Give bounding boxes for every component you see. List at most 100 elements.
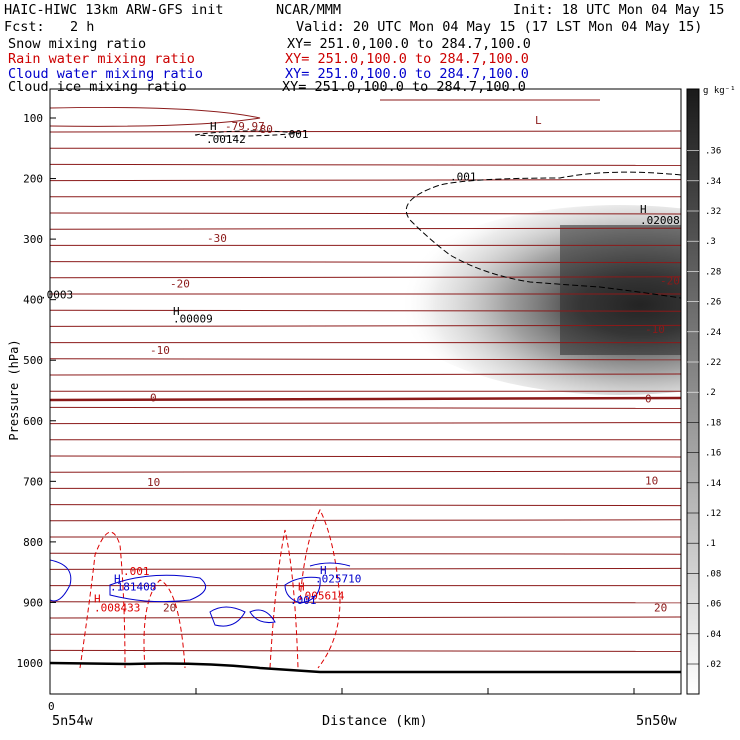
temperature-contour-label: -20 [170,278,190,291]
y-tick-label: 400 [23,294,43,307]
field-name-cloud-water: Cloud water mixing ratio [8,66,204,82]
temperature-contour-label: -10 [645,323,665,336]
temperature-contour-label: 20 [654,602,667,615]
temperature-contour-line [50,373,681,376]
temperature-contour-0 [50,396,681,402]
temperature-contour-label: 0 [645,393,652,406]
fcst-value: 2 h [70,19,95,35]
cloud-water-label: .001 [290,594,317,607]
temperature-contour-line [50,406,681,409]
chart-title: HAIC-HIWC 13km ARW-GFS init [4,2,224,18]
y-tick-label: 700 [23,475,43,488]
colorbar-tick-label: .14 [705,479,721,489]
cloud-ice-label: .00142 [206,133,246,146]
temperature-contour-label: -80 [253,123,273,136]
y-tick-label: 100 [23,112,43,125]
org-label: NCAR/MMM [276,2,342,18]
cloud-ice-label: .001 [450,170,477,183]
temperature-contour-line [50,212,681,215]
y-tick-label: 200 [23,173,43,186]
cloud-water-label: H [320,564,327,577]
temperature-contour-line [50,227,681,230]
cloud-ice-contour-upper [405,171,681,299]
temperature-contour-label: -30 [207,232,227,245]
colorbar-tick-label: .04 [705,630,721,640]
cloud-ice-label: H [173,305,180,318]
cloud-ice-label: .00009 [173,313,213,326]
temperature-contour-line [50,649,681,652]
temperature-contour-line [50,519,681,522]
colorbar-tick-label: .18 [705,418,721,428]
plot-frame [49,88,682,695]
colorbar-ticks: .02 .04 .06 .08 .1 .12 .14 .16 .18 .2 .22 .24 .26 .28… [687,147,721,670]
temperature-contour-label: -79.97 [225,120,265,133]
temperature-contour-label: 0 [150,391,157,404]
cloud-water-label: .181408 [110,580,156,593]
field-xy-rain: XY= 251.0,100.0 to 284.7,100.0 [285,51,529,67]
colorbar-tick-label: .16 [705,449,721,459]
temperature-contour-line [50,470,681,473]
temperature-contour-line [50,552,681,555]
temperature-contour-line [50,163,681,166]
temperature-contour-line [50,179,681,182]
rain-water-contours [79,508,341,669]
y-tick-label: 900 [23,596,43,609]
cloud-ice-contour [194,130,301,137]
field-xy-snow: XY= 251.0,100.0 to 284.7,100.0 [287,36,531,52]
temperature-contour-line [50,358,681,361]
cloud-water-label: .025710 [315,572,361,585]
y-tick-label: 800 [23,536,43,549]
y-tick-label: 1000 [17,657,44,670]
x-left-label: 5n54w [52,713,93,729]
rain-water-label: H [298,580,305,593]
temperature-contour-label: -10 [150,344,170,357]
cloud-ice-label: .0003 [40,288,73,301]
rain-water-label: .001 [123,565,150,578]
x-axis-label: Distance (km) [322,713,428,729]
colorbar-tick-label: .3 [705,237,716,247]
temperature-contour-line [50,616,681,619]
temperature-contour-label: 10 [147,476,160,489]
fcst-label: Fcst: [4,19,45,35]
field-name-rain: Rain water mixing ratio [8,51,195,67]
colorbar-tick-label: .06 [705,600,721,610]
temperature-contour-line [50,130,681,133]
y-tick-label: 300 [23,233,43,246]
field-name-snow: Snow mixing ratio [8,36,147,52]
y-tick-label: 600 [23,415,43,428]
temperature-contour-minus80 [50,106,261,127]
colorbar-tick-label: .24 [705,328,721,338]
colorbar [686,88,700,695]
cloud-ice-label: H [210,120,217,133]
init-time: Init: 18 UTC Mon 04 May 15 [513,2,725,18]
y-axis-label: Pressure (hPa) [7,339,21,441]
temperature-contour-label: 10 [645,474,658,487]
colorbar-unit: g kg⁻¹ [703,86,736,96]
temperature-contour-label: -20 [660,275,680,288]
temperature-contour-line [50,422,681,425]
temperature-contour-line [50,455,681,458]
plot-area [50,89,681,694]
x-axis-ticks [49,688,635,694]
temperature-contour-line [50,504,681,507]
colorbar-tick-label: .28 [705,267,721,277]
rain-water-label: .008433 [94,602,140,615]
colorbar-tick-label: .22 [705,358,721,368]
colorbar-tick-label: .26 [705,298,721,308]
colorbar-tick-label: .08 [705,569,721,579]
colorbar-tick-label: .36 [705,147,721,157]
y-tick-label: 500 [23,354,43,367]
cloud-water-contours [50,559,351,627]
temperature-contour-line [50,309,681,312]
temperature-contour-label: L [535,114,542,127]
field-name-cloud-ice: Cloud ice mixing ratio [8,79,187,95]
terrain-line [50,661,681,674]
x-right-label: 5n50w [636,713,677,729]
temperature-contour-line [50,276,681,279]
valid-time: Valid: 20 UTC Mon 04 May 15 (17 LST Mon … [296,19,703,35]
temperature-contour-line [50,324,681,327]
rain-water-label: .005614 [298,589,345,602]
field-xy-cloud-water: XY= 251.0,100.0 to 284.7,100.0 [285,66,529,82]
colorbar-tick-label: .32 [705,207,721,217]
